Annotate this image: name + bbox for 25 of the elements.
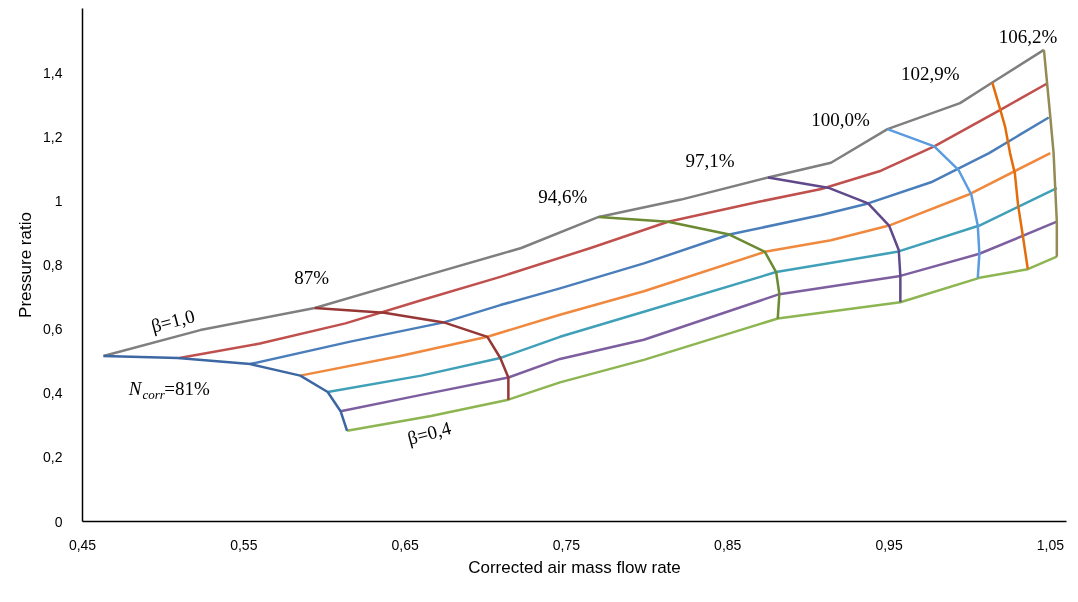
annotation: β=0,4 [405, 417, 454, 449]
annotation: 106,2% [998, 26, 1058, 48]
y-tick-label: 0,8 [43, 257, 63, 273]
annotation: β=1,0 [148, 305, 197, 337]
x-tick-label: 0,55 [230, 536, 258, 553]
x-tick-label: 1,05 [1036, 536, 1065, 553]
x-tick-label: 0,65 [391, 536, 419, 553]
annotation: 87% [294, 267, 330, 289]
annotation: 94,6% [538, 186, 588, 208]
y-tick-label: 0,6 [43, 321, 63, 338]
y-tick-label: 1,2 [43, 128, 63, 145]
annotation: 100,0% [811, 108, 870, 130]
y-tick-label: 1 [54, 192, 63, 209]
y-tick-label: 0,2 [43, 449, 63, 466]
x-tick-label: 0,45 [68, 536, 97, 553]
x-tick-label: 0,75 [552, 536, 581, 553]
x-tick-label: 0,85 [714, 536, 742, 553]
y-tick-label: 1,4 [43, 64, 63, 81]
y-tick-label: 0 [54, 513, 63, 530]
y-tick-label: 0,4 [43, 385, 63, 402]
annotation: 102,9% [901, 63, 960, 85]
y-axis-title: Pressure ratio [16, 212, 36, 318]
x-tick-label: 0,95 [875, 536, 903, 553]
x-axis-title: Corrected air mass flow rate [468, 557, 681, 577]
annotation: 97,1% [685, 149, 735, 171]
